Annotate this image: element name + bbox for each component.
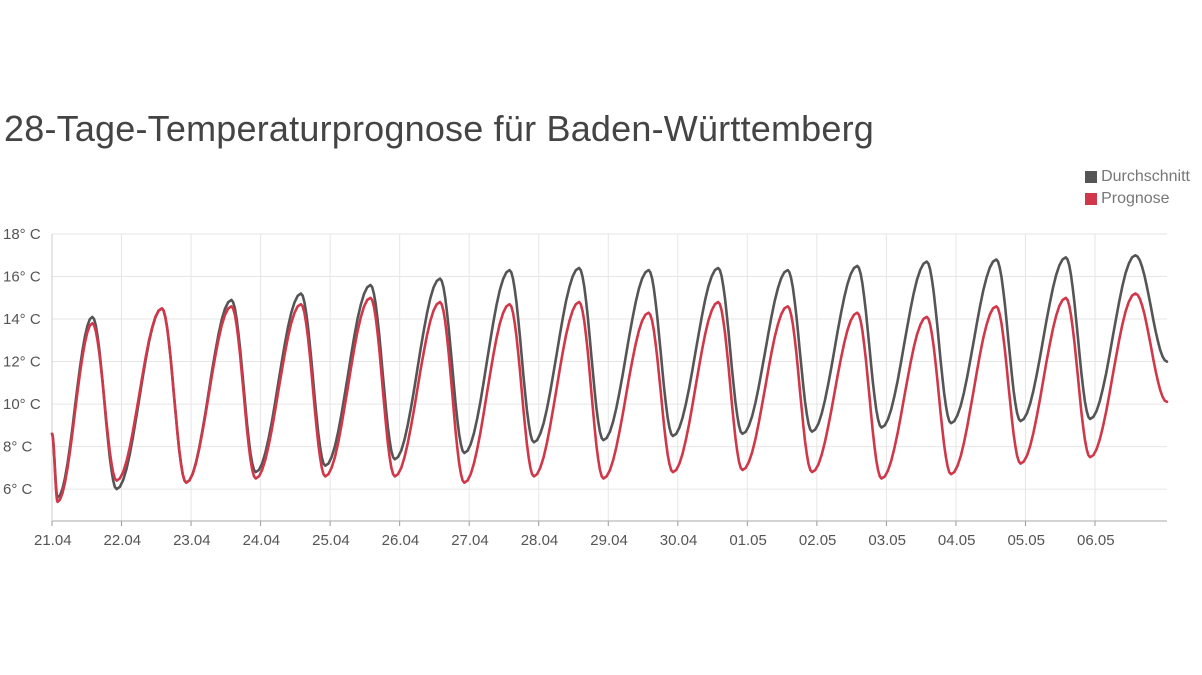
series-layer	[50, 254, 1169, 504]
y-tick-label: 12° C	[3, 354, 41, 371]
y-tick-label: 8° C	[3, 439, 33, 456]
x-tick-label: 23.04	[173, 532, 211, 549]
x-tick-label: 06.05	[1077, 532, 1115, 549]
series-line-durchschnitt	[50, 254, 1169, 499]
series-line-prognose	[50, 292, 1169, 504]
y-tick-label: 14° C	[3, 311, 41, 328]
legend-label-prognose: Prognose	[1101, 190, 1170, 207]
y-tick-label: 16° C	[3, 269, 41, 286]
x-tick-label: 04.05	[938, 532, 976, 549]
x-tick-label: 22.04	[104, 532, 142, 549]
x-tick-label: 24.04	[243, 532, 281, 549]
x-tick-label: 28.04	[521, 532, 559, 549]
x-tick-label: 02.05	[799, 532, 837, 549]
legend-label-durchschnitt: Durchschnitt	[1101, 168, 1190, 185]
x-tick-label: 25.04	[312, 532, 350, 549]
y-tick-label: 18° C	[3, 226, 41, 243]
x-tick-label: 29.04	[590, 532, 628, 549]
chart-legend: Durchschnitt Prognose	[1085, 166, 1190, 210]
x-tick-label: 05.05	[1007, 532, 1045, 549]
legend-item-prognose[interactable]: Prognose	[1085, 188, 1190, 210]
y-tick-label: 6° C	[3, 481, 33, 498]
chart-title: 28-Tage-Temperaturprognose für Baden-Wür…	[4, 108, 875, 149]
axis-layer: 6° C 8° C 10° C 12° C 14° C 16° C 18° C 21.04 22…	[3, 226, 1167, 549]
legend-swatch-prognose	[1085, 193, 1098, 205]
x-tick-label: 27.04	[451, 532, 489, 549]
x-tick-label: 03.05	[868, 532, 906, 549]
legend-swatch-durchschnitt	[1085, 171, 1098, 183]
x-tick-label: 30.04	[660, 532, 698, 549]
grid-layer	[52, 233, 1167, 521]
legend-item-durchschnitt[interactable]: Durchschnitt	[1085, 166, 1190, 188]
x-tick-label: 21.04	[34, 532, 72, 549]
x-tick-label: 01.05	[729, 532, 767, 549]
x-tick-label: 26.04	[382, 532, 420, 549]
y-tick-label: 10° C	[3, 396, 41, 413]
